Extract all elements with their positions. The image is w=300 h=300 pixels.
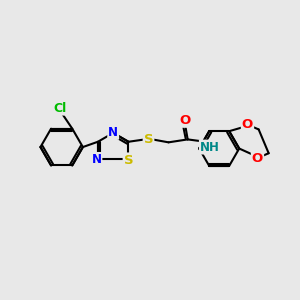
Text: N: N: [92, 153, 101, 166]
Text: N: N: [108, 126, 118, 139]
Text: S: S: [124, 154, 133, 166]
Text: O: O: [252, 152, 263, 165]
Text: O: O: [242, 118, 253, 130]
Text: Cl: Cl: [54, 102, 67, 115]
Text: O: O: [180, 114, 191, 127]
Text: S: S: [144, 133, 153, 146]
Text: NH: NH: [200, 141, 220, 154]
